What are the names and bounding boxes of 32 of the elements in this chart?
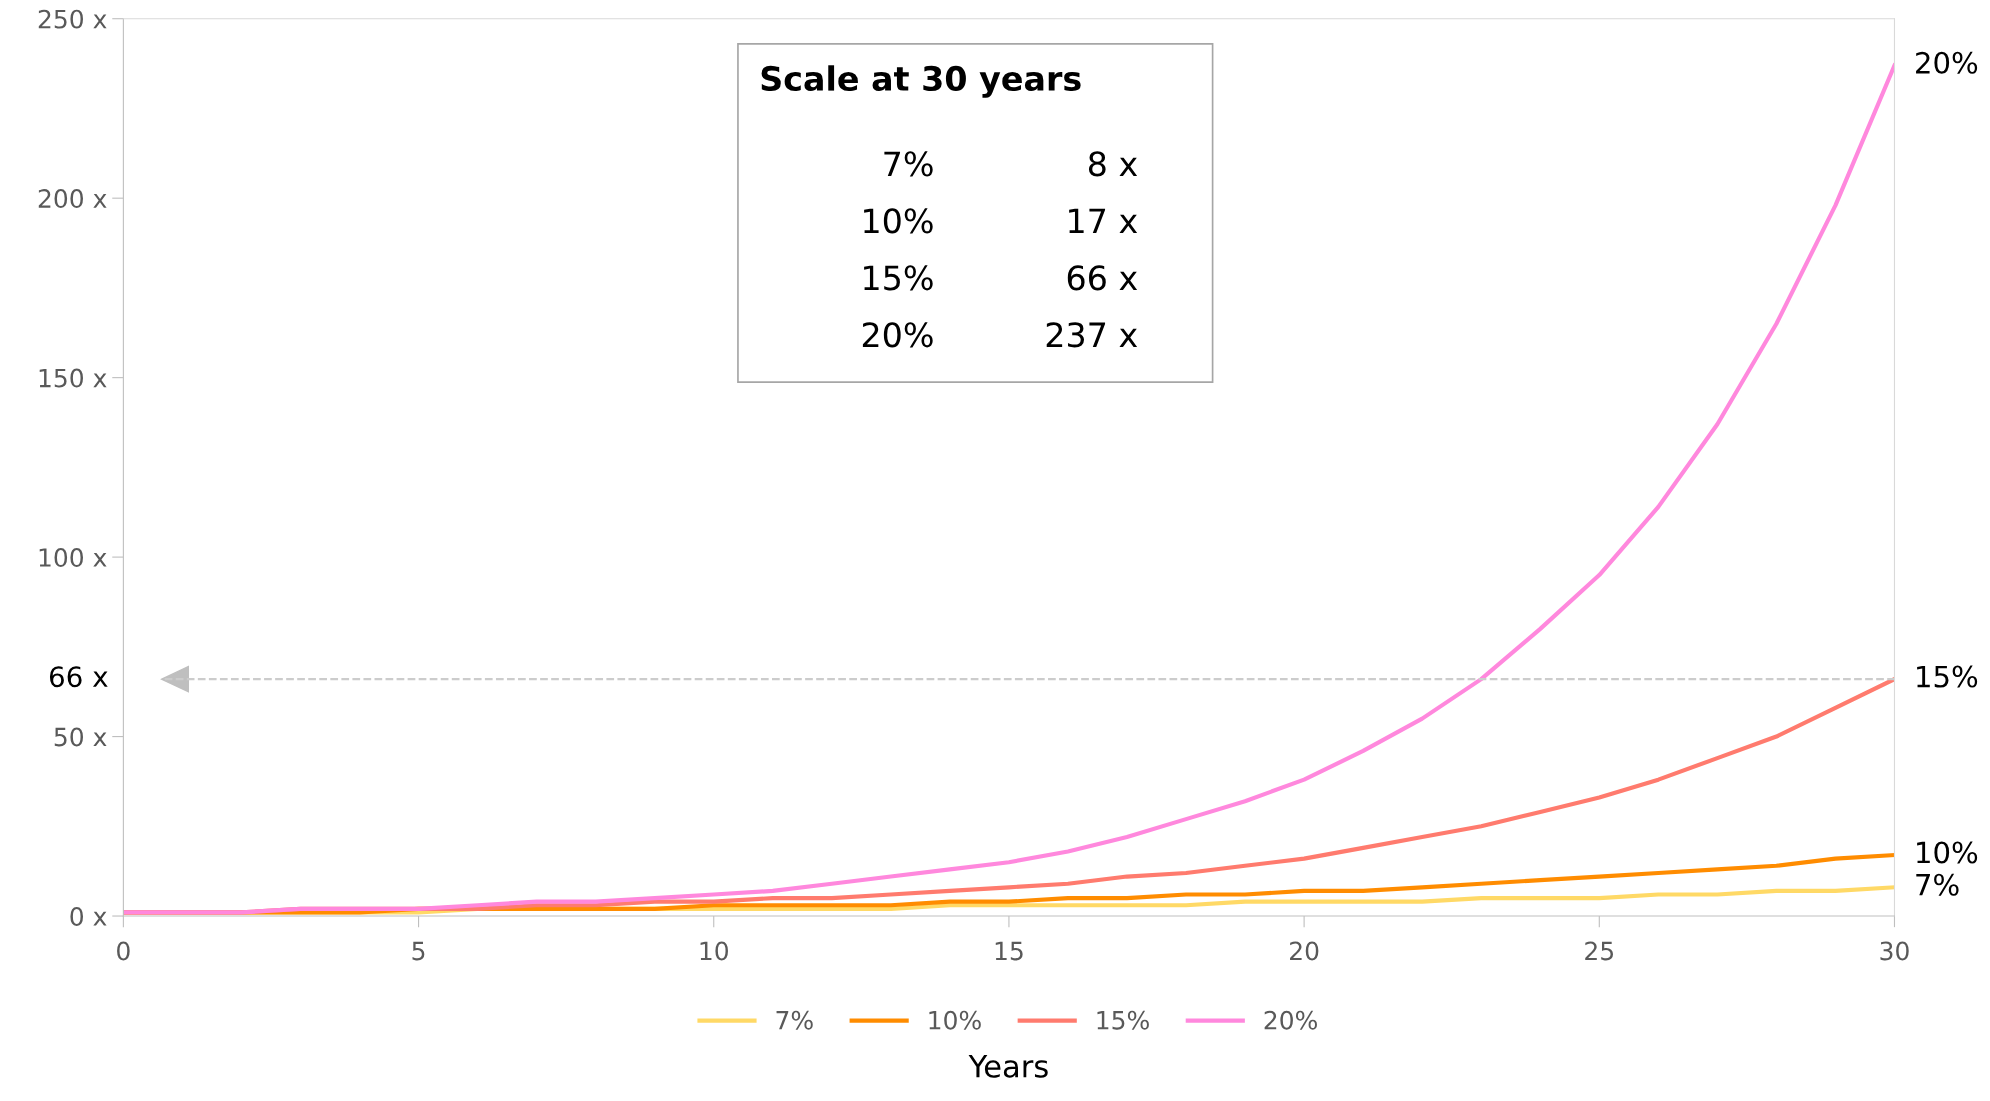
annotation: Scale at 30 years (761, 65, 1081, 98)
y-tick-label: 250 x (38, 9, 107, 29)
legend-label: 15% (1097, 1010, 1149, 1030)
y-tick-label: 50 x (54, 727, 107, 747)
x-tick-label: 5 (412, 941, 425, 961)
y-tick-label: 0 x (70, 906, 107, 926)
text: 20% (1916, 51, 1978, 74)
text: 7% (1916, 873, 1959, 896)
annotation: 66 x (1067, 265, 1138, 291)
x-tick-label: 15 (995, 941, 1023, 961)
legend-label: 20% (1264, 1010, 1317, 1030)
y-tick-label: 150 x (39, 368, 107, 388)
annotation: 8 x (1088, 151, 1138, 177)
annotation: 20% (862, 322, 933, 348)
text: 15% (1917, 665, 1978, 688)
annotation: 15% (864, 265, 933, 291)
x-axis-title: Years (968, 1055, 1048, 1078)
annotation: 17 x (1069, 208, 1138, 233)
x-tick-label: 10 (700, 941, 728, 961)
x-tick-label: 30 (1880, 941, 1909, 961)
legend-label: 10% (929, 1010, 981, 1030)
annotation: 237 x (1046, 322, 1138, 348)
legend-label: 7% (776, 1010, 813, 1030)
text: 10% (1917, 841, 1978, 864)
x-tick-label: 25 (1585, 941, 1614, 961)
x-tick-label: 0 (117, 941, 130, 961)
y-tick-label: 200 x (38, 189, 107, 209)
ref-line-label: 66 x (49, 666, 108, 688)
annotation: 7% (884, 151, 933, 177)
x-tick-label: 20 (1290, 941, 1319, 961)
annotation: 10% (864, 208, 933, 234)
y-tick-label: 100 x (39, 548, 107, 567)
